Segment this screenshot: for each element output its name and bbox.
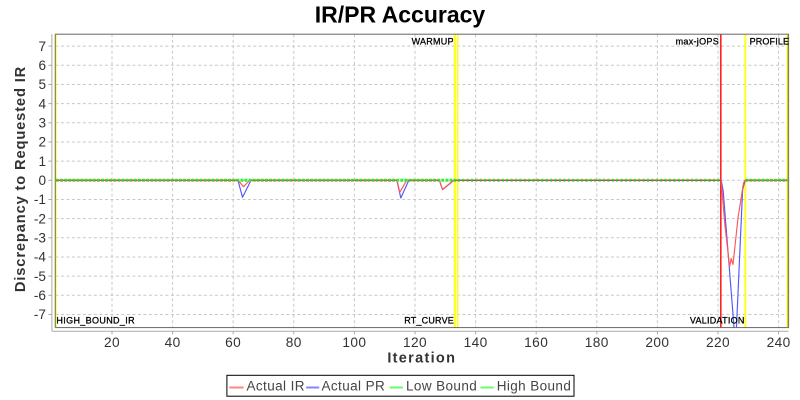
svg-text:IR/PR Accuracy: IR/PR Accuracy: [315, 1, 486, 27]
svg-text:6: 6: [38, 58, 46, 73]
svg-text:HIGH_BOUND_IR: HIGH_BOUND_IR: [56, 315, 135, 325]
svg-text:0: 0: [38, 173, 46, 188]
svg-text:2: 2: [38, 135, 46, 150]
svg-text:80: 80: [286, 335, 302, 350]
svg-text:7: 7: [38, 39, 46, 54]
svg-text:WARMUP: WARMUP: [412, 37, 454, 47]
svg-text:max-jOPS: max-jOPS: [676, 37, 719, 47]
svg-text:-2: -2: [34, 211, 46, 226]
svg-text:-7: -7: [34, 307, 46, 322]
svg-text:200: 200: [645, 335, 669, 350]
svg-text:-1: -1: [34, 192, 46, 207]
svg-text:220: 220: [706, 335, 730, 350]
svg-text:Low Bound: Low Bound: [406, 379, 477, 394]
svg-text:120: 120: [403, 335, 427, 350]
svg-text:40: 40: [165, 335, 181, 350]
svg-text:Actual PR: Actual PR: [322, 379, 386, 394]
svg-text:1: 1: [38, 154, 46, 169]
svg-text:180: 180: [585, 335, 609, 350]
svg-text:High Bound: High Bound: [497, 379, 572, 394]
svg-text:Discrepancy to Requested IR: Discrepancy to Requested IR: [13, 66, 29, 292]
svg-text:-3: -3: [34, 231, 46, 246]
svg-text:Actual IR: Actual IR: [247, 379, 305, 394]
svg-text:240: 240: [767, 335, 791, 350]
svg-text:3: 3: [38, 116, 46, 131]
svg-text:Iteration: Iteration: [387, 351, 456, 367]
svg-text:60: 60: [225, 335, 241, 350]
svg-text:140: 140: [464, 335, 488, 350]
svg-text:-5: -5: [34, 269, 46, 284]
svg-text:5: 5: [38, 77, 46, 92]
svg-text:160: 160: [524, 335, 548, 350]
svg-text:100: 100: [342, 335, 366, 350]
svg-text:4: 4: [38, 96, 46, 111]
svg-text:VALIDATION: VALIDATION: [690, 315, 745, 325]
svg-text:-6: -6: [34, 288, 46, 303]
svg-text:20: 20: [104, 335, 120, 350]
svg-text:RT_CURVE: RT_CURVE: [404, 315, 454, 325]
svg-text:PROFILE: PROFILE: [750, 37, 790, 47]
svg-text:-4: -4: [34, 250, 47, 265]
